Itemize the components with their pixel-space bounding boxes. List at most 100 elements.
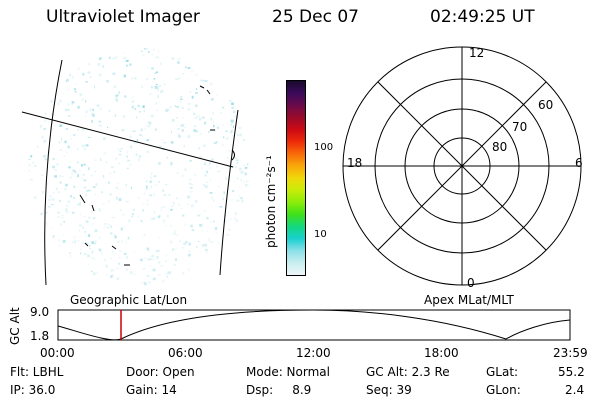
uv-speckle-dot (109, 193, 112, 196)
uv-speckle-dot (138, 158, 140, 162)
uv-speckle-dot (120, 227, 124, 231)
uv-speckle-dot (85, 193, 87, 197)
uv-speckle-dot (205, 248, 208, 252)
uv-speckle-dot (187, 195, 190, 199)
uv-speckle-dot (210, 98, 214, 101)
uv-speckle-dot (83, 215, 86, 218)
uv-speckle-dot (92, 114, 95, 117)
uv-speckle-dot (92, 217, 96, 219)
uv-speckle-dot (28, 158, 31, 160)
uv-speckle-dot (143, 100, 146, 102)
uv-speckle-dot (68, 166, 71, 169)
uv-speckle-dot (180, 96, 182, 98)
uv-speckle-dot (151, 258, 155, 261)
uv-speckle-dot (189, 187, 193, 189)
uv-speckle-dot (110, 275, 113, 278)
uv-speckle-dot (160, 209, 162, 211)
uv-speckle-dot (231, 198, 233, 202)
uv-speckle-dot (181, 107, 184, 109)
uv-speckle-dot (141, 282, 144, 284)
uv-speckle-dot (230, 119, 234, 123)
uv-speckle-dot (126, 155, 128, 158)
uv-speckle-dot (57, 211, 60, 214)
uv-speckle-dot (65, 108, 67, 112)
status-mode: Mode: Normal (246, 365, 330, 379)
uv-speckle-dot (132, 213, 134, 216)
uv-speckle-dot (146, 203, 149, 206)
uv-speckle-dot (99, 236, 101, 239)
uv-speckle-dot (200, 133, 202, 135)
uv-speckle-dot (179, 240, 181, 243)
uv-speckle-dot (91, 113, 93, 115)
uv-speckle-dot (163, 205, 165, 208)
uv-speckle-dot (77, 67, 80, 70)
uv-speckle-dot (212, 121, 214, 123)
uv-speckle-dot (94, 159, 97, 161)
uv-speckle-dot (152, 277, 156, 281)
xtick-1200: 12:00 (296, 346, 331, 360)
uv-speckle-dot (63, 155, 66, 157)
uv-speckle-dot (139, 155, 141, 158)
uv-speckle-dot (213, 142, 217, 145)
uv-speckle-dot (224, 213, 226, 217)
uv-speckle-dot (28, 169, 30, 172)
uv-speckle-dot (171, 57, 175, 60)
uv-speckle-dot (154, 128, 157, 131)
uv-speckle-dot (174, 105, 177, 107)
uv-speckle-dot (71, 103, 73, 106)
uv-speckle-dot (194, 200, 198, 203)
uv-speckle-dot (175, 78, 178, 81)
uv-speckle-dot (66, 79, 69, 82)
uv-speckle-dot (142, 209, 145, 212)
uv-speckle-dot (135, 153, 138, 156)
xtick-2359: 23:59 (553, 346, 588, 360)
uv-speckle-dot (227, 156, 229, 159)
uv-speckle-dot (169, 149, 172, 152)
uv-speckle-dot (144, 48, 146, 50)
status-glat-value: 55.2 (558, 365, 585, 379)
uv-speckle-dot (115, 133, 118, 135)
uv-speckle-dot (145, 124, 149, 127)
uv-speckle-dot (223, 191, 225, 195)
uv-speckle-dot (159, 215, 161, 217)
uv-speckle-dot (112, 274, 114, 278)
uv-speckle-dot (170, 163, 173, 167)
uv-speckle-dot (225, 177, 228, 180)
timeline-right-title: Apex MLat/MLT (424, 293, 514, 307)
uv-speckle-dot (156, 256, 159, 259)
uv-speckle-dot (72, 134, 76, 136)
uv-speckle-dot (178, 203, 180, 206)
uv-speckle-dot (166, 215, 169, 218)
uv-speckle-dot (118, 198, 122, 201)
uv-speckle-dot (201, 244, 205, 247)
uv-speckle-dot (126, 268, 128, 271)
uv-speckle-dot (136, 116, 138, 119)
uv-speckle-dot (232, 125, 234, 129)
uv-speckle-dot (184, 66, 187, 68)
uv-speckle-dot (188, 242, 191, 246)
uv-speckle-dot (201, 230, 204, 232)
uv-speckle-dot (67, 109, 69, 111)
uv-speckle-dot (157, 181, 161, 183)
uv-speckle-dot (41, 191, 44, 194)
uv-speckle-dot (43, 139, 46, 143)
uv-speckle-dot (77, 105, 80, 109)
uv-speckle-dot (79, 93, 83, 95)
uv-speckle-dot (247, 163, 249, 166)
uv-speckle-dot (160, 62, 162, 65)
uv-speckle-dot (158, 249, 160, 251)
uv-speckle-dot (64, 140, 67, 144)
uv-speckle-dot (145, 48, 149, 50)
uv-speckle-dot (203, 210, 207, 212)
uv-speckle-dot (147, 258, 151, 261)
uv-speckle-dot (172, 118, 175, 122)
uv-speckle-dot (125, 184, 127, 187)
uv-speckle-dot (154, 175, 157, 177)
uv-speckle-dot (67, 200, 71, 203)
uv-speckle-dot (196, 116, 198, 119)
uv-speckle-dot (188, 78, 190, 81)
uv-speckle-dot (57, 239, 60, 242)
uv-speckle-dot (78, 202, 81, 206)
uv-speckle-dot (39, 213, 43, 216)
uv-speckle-dot (226, 137, 229, 140)
